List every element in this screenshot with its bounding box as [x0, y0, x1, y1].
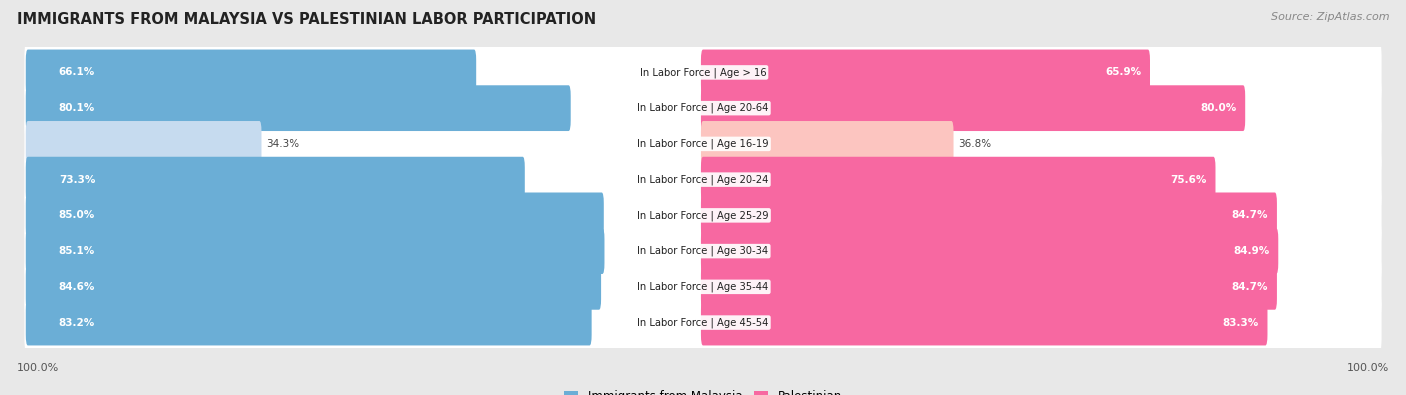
Text: 75.6%: 75.6%: [1170, 175, 1206, 184]
Text: In Labor Force | Age 25-29: In Labor Force | Age 25-29: [637, 210, 769, 221]
FancyBboxPatch shape: [25, 49, 477, 95]
Text: 85.1%: 85.1%: [59, 246, 96, 256]
Text: IMMIGRANTS FROM MALAYSIA VS PALESTINIAN LABOR PARTICIPATION: IMMIGRANTS FROM MALAYSIA VS PALESTINIAN …: [17, 12, 596, 27]
FancyBboxPatch shape: [24, 219, 1382, 283]
FancyBboxPatch shape: [24, 76, 1382, 140]
FancyBboxPatch shape: [702, 121, 953, 167]
FancyBboxPatch shape: [702, 192, 1277, 238]
FancyBboxPatch shape: [24, 112, 1382, 176]
Text: In Labor Force | Age 16-19: In Labor Force | Age 16-19: [637, 139, 769, 149]
FancyBboxPatch shape: [25, 228, 605, 274]
Text: In Labor Force | Age 30-34: In Labor Force | Age 30-34: [637, 246, 769, 256]
Text: 84.7%: 84.7%: [1232, 211, 1268, 220]
Text: 65.9%: 65.9%: [1105, 68, 1142, 77]
Text: 66.1%: 66.1%: [59, 68, 96, 77]
Text: In Labor Force | Age 35-44: In Labor Force | Age 35-44: [637, 282, 769, 292]
Text: 34.3%: 34.3%: [266, 139, 299, 149]
FancyBboxPatch shape: [25, 300, 592, 346]
Text: 80.1%: 80.1%: [59, 103, 96, 113]
FancyBboxPatch shape: [702, 228, 1278, 274]
FancyBboxPatch shape: [25, 192, 603, 238]
FancyBboxPatch shape: [24, 290, 1382, 355]
FancyBboxPatch shape: [702, 49, 1150, 95]
FancyBboxPatch shape: [702, 85, 1246, 131]
FancyBboxPatch shape: [24, 147, 1382, 212]
FancyBboxPatch shape: [702, 300, 1267, 346]
Legend: Immigrants from Malaysia, Palestinian: Immigrants from Malaysia, Palestinian: [560, 385, 846, 395]
Text: 84.6%: 84.6%: [59, 282, 96, 292]
Text: In Labor Force | Age 20-24: In Labor Force | Age 20-24: [637, 174, 769, 185]
Text: In Labor Force | Age > 16: In Labor Force | Age > 16: [640, 67, 766, 78]
Text: 83.2%: 83.2%: [59, 318, 96, 327]
Text: 84.9%: 84.9%: [1233, 246, 1270, 256]
FancyBboxPatch shape: [25, 264, 602, 310]
Text: 100.0%: 100.0%: [17, 363, 59, 373]
FancyBboxPatch shape: [24, 183, 1382, 248]
FancyBboxPatch shape: [702, 157, 1216, 203]
FancyBboxPatch shape: [25, 121, 262, 167]
FancyBboxPatch shape: [702, 264, 1277, 310]
FancyBboxPatch shape: [25, 157, 524, 203]
Text: 84.7%: 84.7%: [1232, 282, 1268, 292]
Text: 100.0%: 100.0%: [1347, 363, 1389, 373]
FancyBboxPatch shape: [25, 85, 571, 131]
FancyBboxPatch shape: [24, 40, 1382, 105]
Text: 83.3%: 83.3%: [1222, 318, 1258, 327]
Text: In Labor Force | Age 20-64: In Labor Force | Age 20-64: [637, 103, 769, 113]
FancyBboxPatch shape: [24, 255, 1382, 319]
Text: Source: ZipAtlas.com: Source: ZipAtlas.com: [1271, 12, 1389, 22]
Text: 85.0%: 85.0%: [59, 211, 96, 220]
Text: 80.0%: 80.0%: [1199, 103, 1236, 113]
Text: In Labor Force | Age 45-54: In Labor Force | Age 45-54: [637, 317, 769, 328]
Text: 73.3%: 73.3%: [59, 175, 96, 184]
Text: 36.8%: 36.8%: [959, 139, 991, 149]
